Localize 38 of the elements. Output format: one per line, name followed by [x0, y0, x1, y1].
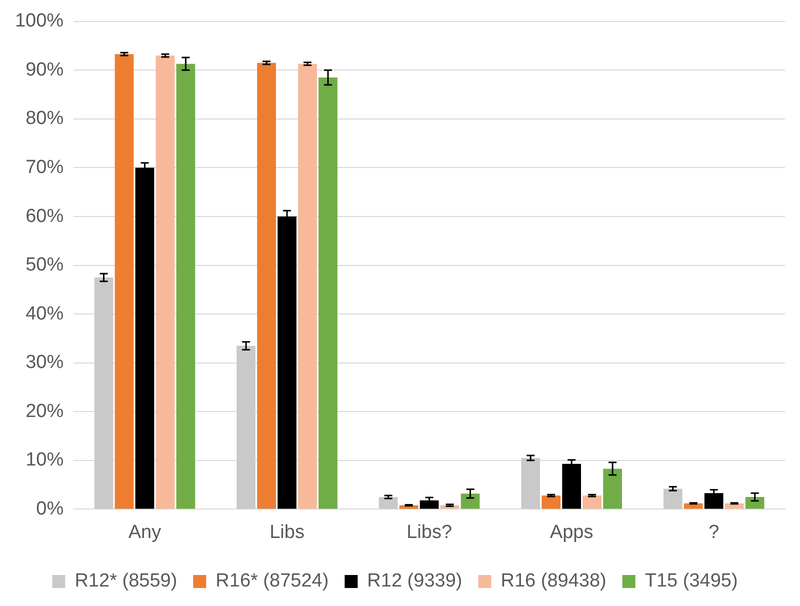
bar [257, 62, 276, 509]
y-tick-label: 60% [26, 206, 64, 227]
bar [704, 493, 724, 509]
y-tick-label: 20% [26, 400, 64, 422]
x-tick-label: Apps [550, 522, 594, 543]
legend-label: R16 (89438) [500, 570, 606, 592]
legend-label: R16* (87524) [216, 570, 329, 592]
legend-label: R12* (8559) [74, 570, 178, 592]
y-tick-label: 40% [26, 303, 64, 324]
bar [378, 497, 398, 509]
legend-label: T15 (3495) [644, 570, 738, 592]
bar [176, 64, 196, 509]
bar [745, 497, 764, 509]
y-tick-label: 50% [26, 254, 64, 276]
bar [460, 494, 480, 509]
x-tick-label: Any [128, 522, 162, 543]
x-tick-label: ? [708, 522, 720, 543]
bar [156, 56, 175, 509]
bar [521, 458, 540, 509]
bar [94, 277, 114, 509]
bar [582, 496, 602, 509]
y-tick-label: 70% [26, 156, 64, 178]
y-tick-label: 80% [26, 108, 64, 130]
bar [663, 488, 682, 509]
legend-label: R12 (9339) [367, 570, 462, 592]
bar [318, 77, 338, 509]
y-tick-label: 10% [26, 450, 64, 471]
bar [236, 346, 256, 509]
y-tick-label: 30% [26, 352, 64, 374]
y-tick-label: 90% [26, 59, 64, 80]
x-tick-label: Libs [270, 522, 304, 543]
x-tick-label: Libs? [406, 522, 452, 543]
y-tick-label: 100% [14, 10, 64, 32]
y-tick-label: 0% [36, 498, 64, 520]
bar [114, 54, 134, 509]
bar [542, 496, 561, 509]
bar [298, 64, 317, 509]
bar [603, 468, 622, 509]
